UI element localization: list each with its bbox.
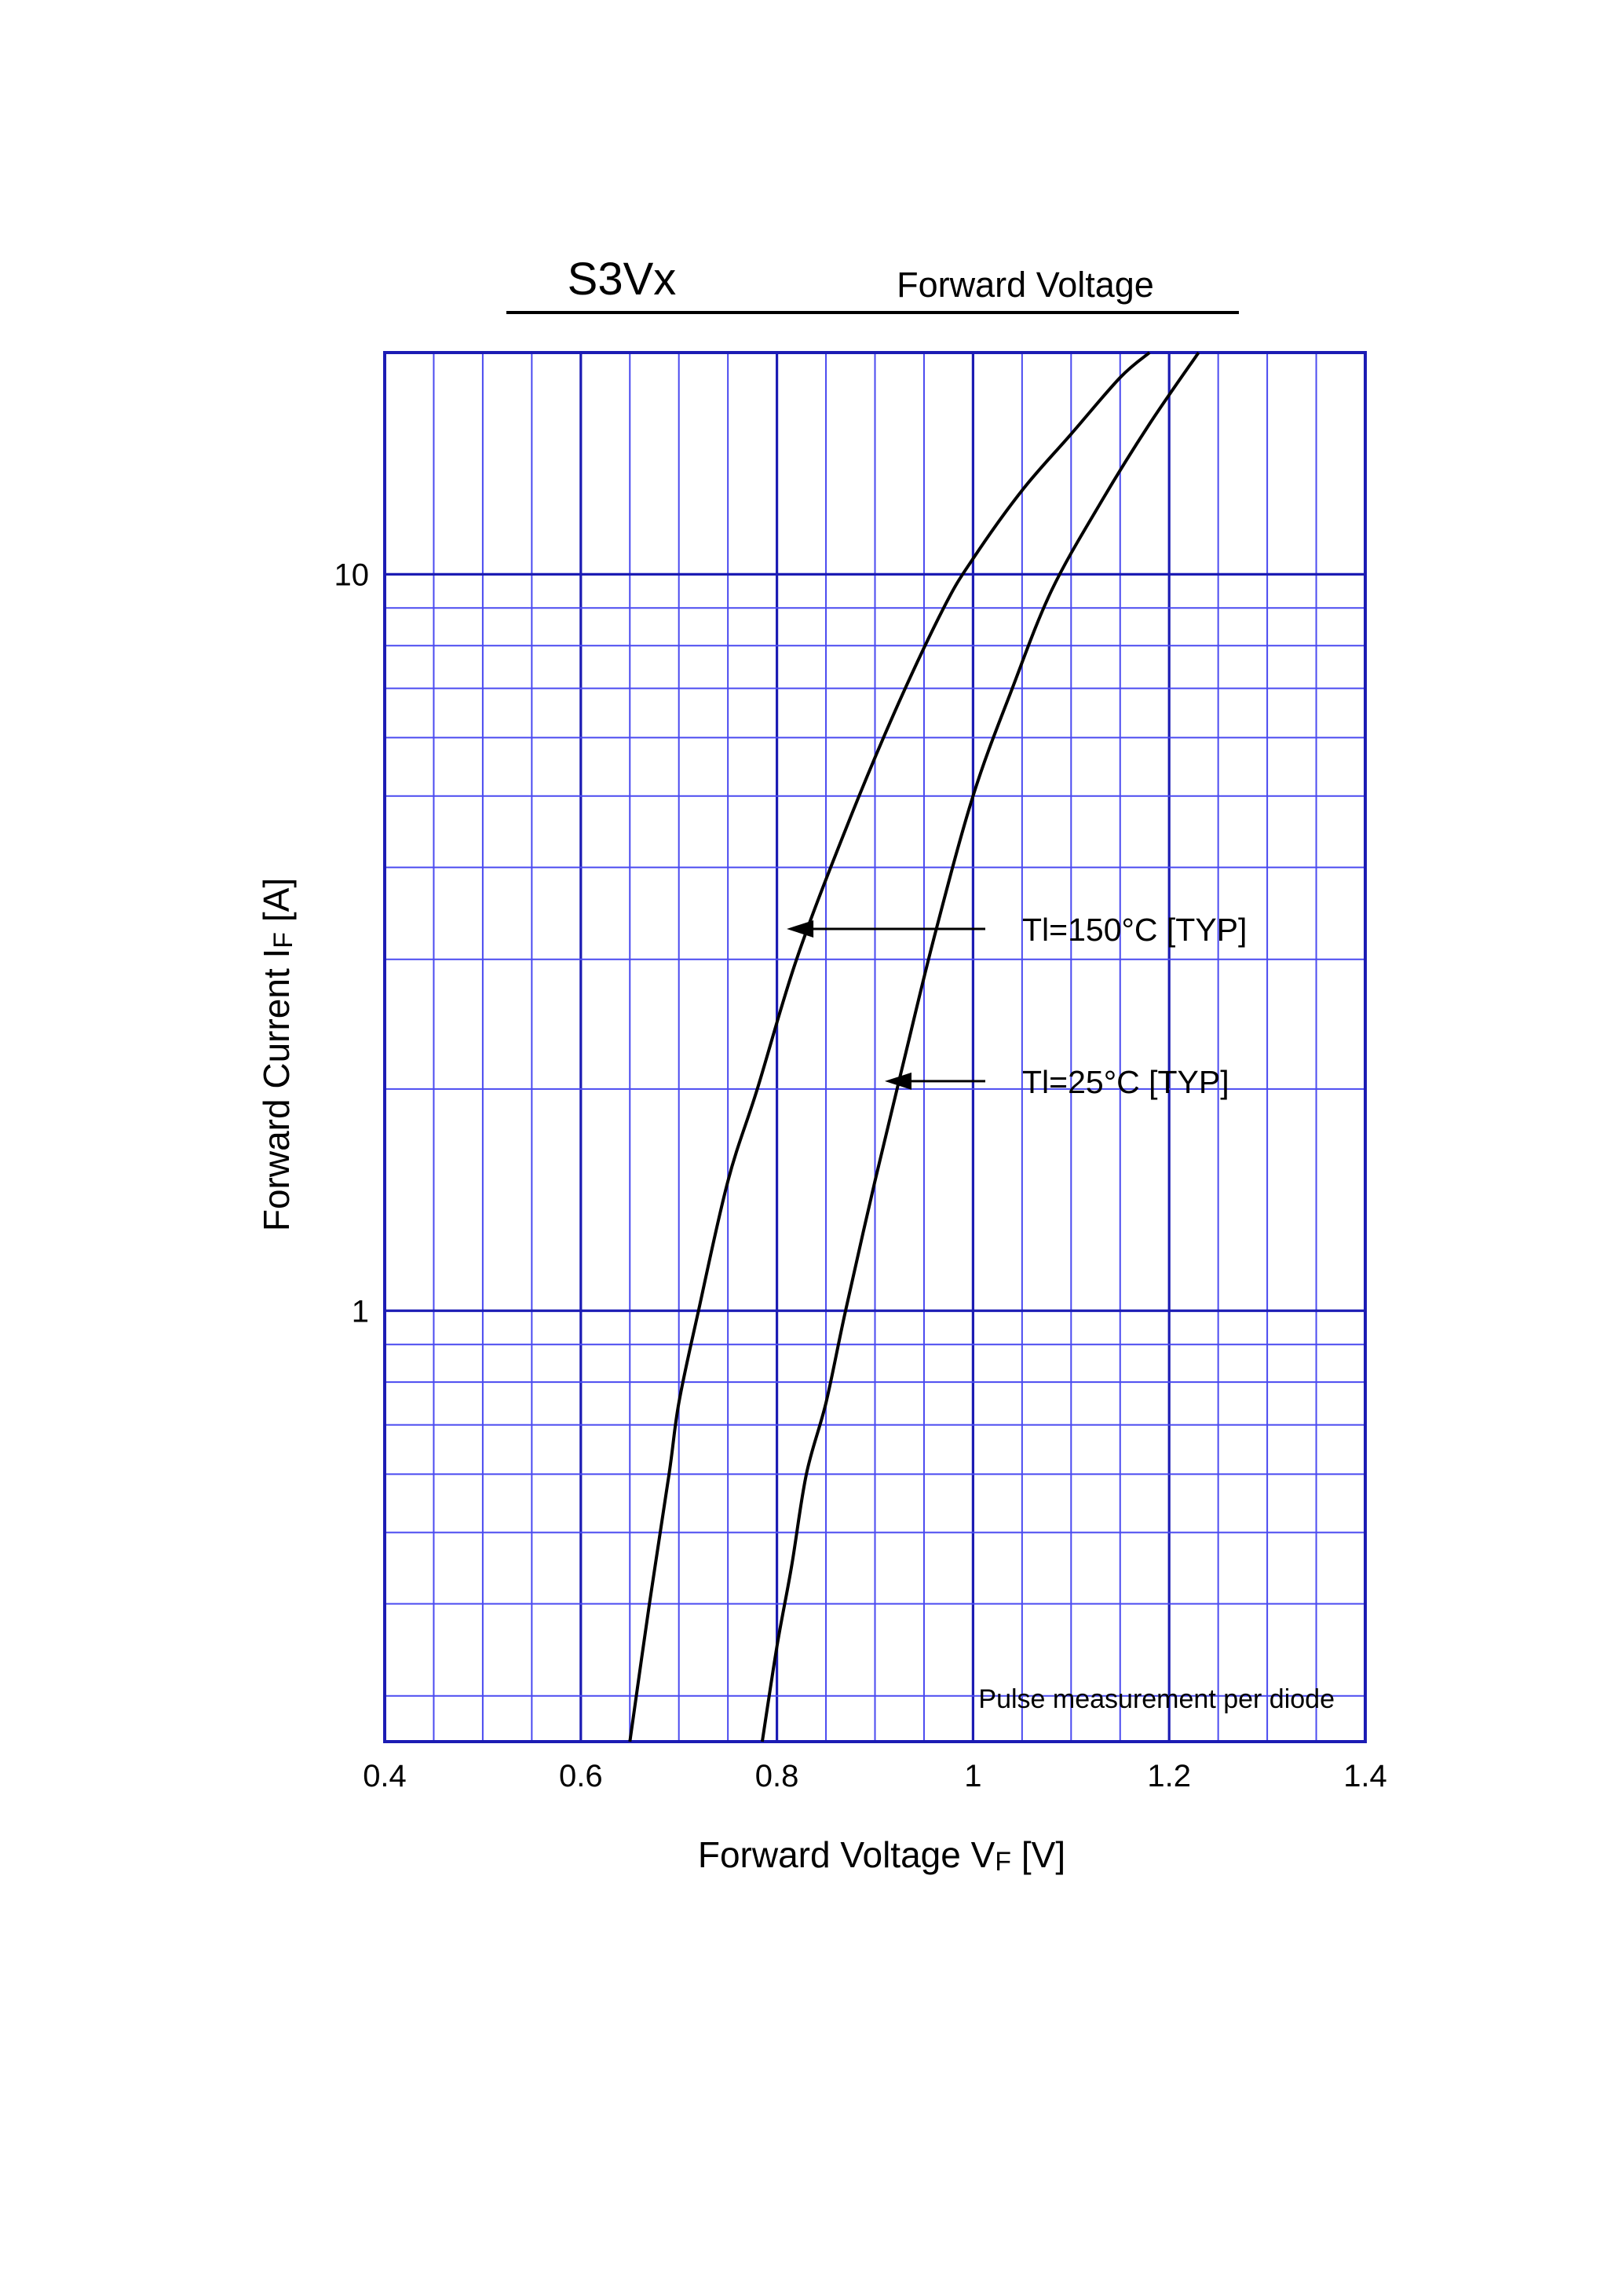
x-axis-label-main: Forward Voltage V xyxy=(698,1834,995,1875)
part-number: S3Vx xyxy=(568,254,677,305)
x-tick-label: 1 xyxy=(964,1759,981,1793)
y-tick-label: 1 xyxy=(352,1294,369,1329)
curve-tl-150c xyxy=(628,351,1151,1742)
x-tick-label: 0.8 xyxy=(755,1759,799,1793)
y-tick-labels: 1 10 xyxy=(334,558,370,1329)
label-tl-150c: Tl=150°C [TYP] xyxy=(1022,912,1247,948)
x-tick-label: 1.2 xyxy=(1147,1759,1191,1793)
y-axis-label: Forward Current IF [A] xyxy=(256,878,298,1231)
plot-frame xyxy=(383,351,1367,1743)
curve-tl-25c xyxy=(760,351,1200,1742)
y-axis-label-sub: F xyxy=(269,932,298,949)
curves xyxy=(628,351,1200,1742)
annotation-arrow-head xyxy=(884,1072,911,1090)
grid-lines xyxy=(385,353,1365,1742)
label-tl-25c: Tl=25°C [TYP] xyxy=(1022,1064,1229,1100)
y-axis-label-unit: [A] xyxy=(256,878,297,932)
annotation-arrow-head xyxy=(787,919,814,938)
measurement-note: Pulse measurement per diode xyxy=(978,1684,1335,1714)
y-tick-label: 10 xyxy=(334,558,370,592)
series-annotations: Tl=150°C [TYP] Tl=25°C [TYP] xyxy=(787,912,1247,1100)
x-axis-label: Forward Voltage VF [V] xyxy=(698,1834,1065,1877)
x-tick-labels: 0.4 0.6 0.8 1 1.2 1.4 xyxy=(363,1759,1387,1793)
y-axis-label-main: Forward Current I xyxy=(256,949,297,1231)
x-axis-label-unit: [V] xyxy=(1011,1834,1065,1875)
x-tick-label: 1.4 xyxy=(1343,1759,1387,1793)
x-tick-label: 0.4 xyxy=(363,1759,407,1793)
chart-title: Forward Voltage xyxy=(897,265,1154,305)
x-tick-label: 0.6 xyxy=(559,1759,603,1793)
x-axis-label-sub: F xyxy=(995,1847,1011,1877)
